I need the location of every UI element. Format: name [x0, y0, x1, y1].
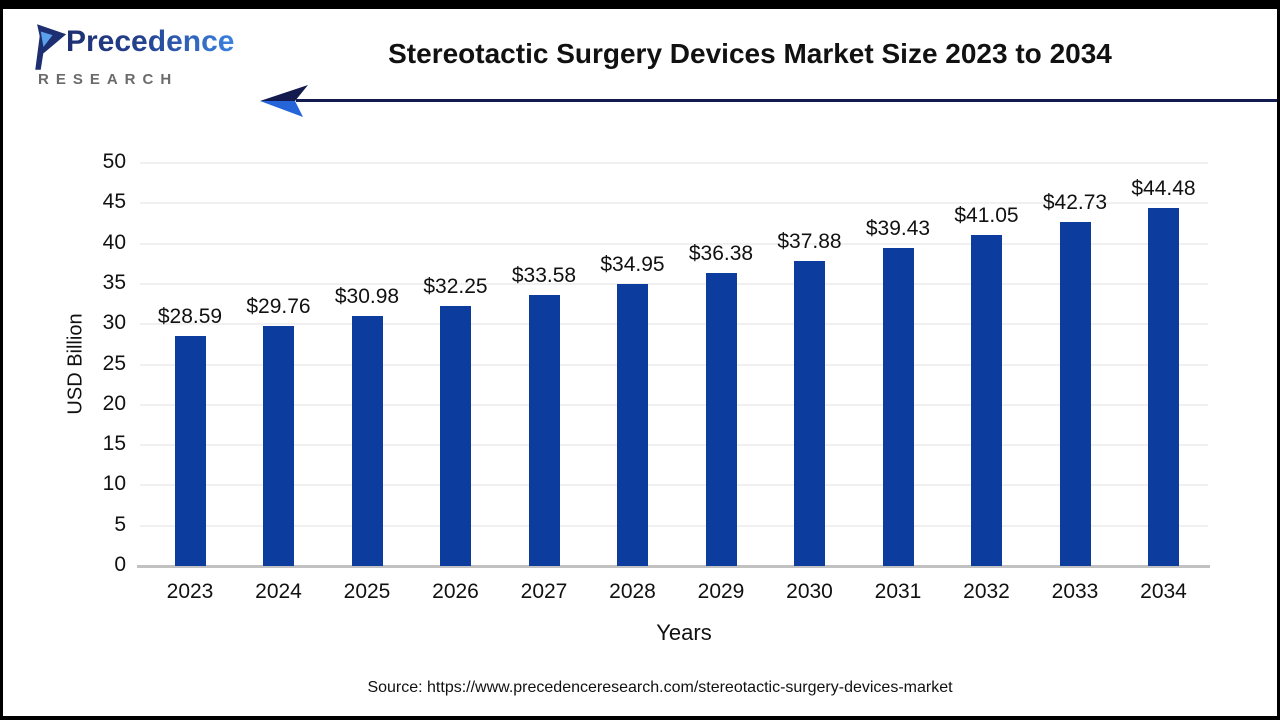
bar-2028	[617, 284, 648, 566]
logo-brand-text: Precedence	[66, 22, 234, 62]
gridline-20	[140, 403, 1208, 406]
bar-value-label-2030: $37.88	[777, 229, 842, 253]
x-axis-line	[137, 565, 1210, 568]
bar-2027	[528, 295, 560, 566]
logo-wordmark-row: Precedence	[28, 22, 234, 70]
y-tick-label-50: 50	[102, 150, 126, 173]
bar-value-label-2033: $42.73	[1042, 190, 1108, 214]
gridline-5	[140, 524, 1208, 527]
bar-2029	[705, 272, 737, 566]
header-arrow-line	[296, 99, 1277, 102]
bar-2026	[440, 306, 471, 566]
y-tick-label-25: 25	[102, 351, 126, 375]
source-text: Source: https://www.precedenceresearch.c…	[367, 679, 953, 696]
bar-value-label-2026: $32.25	[423, 275, 488, 299]
gridline-15	[140, 444, 1208, 447]
precedence-logo: Precedence RESEARCH	[28, 22, 234, 88]
bar-2031	[882, 248, 914, 566]
bar-2033	[1059, 221, 1091, 566]
bar-2032	[971, 235, 1002, 566]
y-tick-label-5: 5	[114, 512, 126, 536]
gridline-35	[140, 282, 1208, 285]
bar-2025	[351, 316, 383, 566]
bar-2034	[1148, 207, 1179, 566]
x-tick-label-2031: 2031	[874, 580, 922, 603]
y-tick-label-35: 35	[102, 270, 126, 294]
bar-value-label-2023: $28.59	[157, 304, 223, 328]
bar-value-label-2029: $36.38	[688, 241, 754, 265]
y-tick-label-0: 0	[114, 553, 126, 576]
x-tick-label-2034: 2034	[1140, 580, 1187, 603]
logo-research-text: RESEARCH	[38, 71, 179, 88]
bar-value-label-2034: $44.48	[1131, 176, 1196, 200]
bar-2023	[174, 335, 206, 566]
y-tick-label-40: 40	[102, 230, 126, 254]
y-tick-label-30: 30	[102, 311, 126, 335]
gridline-50	[140, 162, 1208, 164]
plot-area: 0 5 10 15 20 25 30 35 40 45 50 $28.59 2023 $29.76 2024…	[103, 150, 1210, 603]
y-tick-label-10: 10	[102, 472, 126, 496]
gridline-25	[140, 363, 1208, 366]
x-tick-label-2028: 2028	[609, 580, 656, 603]
x-tick-label-2033: 2033	[1051, 580, 1099, 603]
bar-value-label-2032: $41.05	[954, 204, 1019, 228]
gridline-30	[140, 323, 1208, 326]
bar-2024	[263, 326, 294, 566]
bar-value-label-2028: $34.95	[600, 253, 665, 277]
y-tick-label-15: 15	[102, 432, 126, 456]
x-tick-label-2024: 2024	[255, 580, 302, 603]
bar-value-label-2031: $39.43	[865, 217, 931, 241]
x-tick-label-2030: 2030	[786, 580, 833, 603]
bar-value-label-2024: $29.76	[246, 295, 311, 319]
left-arrowhead-icon	[260, 85, 308, 117]
chart-title: Stereotactic Surgery Devices Market Size…	[388, 38, 1112, 69]
y-tick-label-20: 20	[102, 391, 126, 415]
x-tick-label-2027: 2027	[520, 580, 568, 603]
precedence-sail-icon	[35, 24, 67, 70]
x-axis-title: Years	[656, 620, 712, 645]
gridline-40	[140, 242, 1208, 245]
gridline-45	[140, 202, 1208, 205]
x-tick-label-2025: 2025	[343, 580, 391, 603]
bar-2030	[794, 260, 825, 566]
gridline-10	[140, 484, 1208, 487]
x-tick-label-2029: 2029	[697, 580, 745, 603]
y-tick-label-45: 45	[102, 190, 126, 214]
x-tick-label-2023: 2023	[166, 580, 214, 603]
x-tick-label-2026: 2026	[432, 580, 479, 603]
bar-value-label-2025: $30.98	[334, 285, 400, 309]
x-tick-label-2032: 2032	[963, 580, 1010, 603]
bar-value-label-2027: $33.58	[511, 264, 577, 288]
